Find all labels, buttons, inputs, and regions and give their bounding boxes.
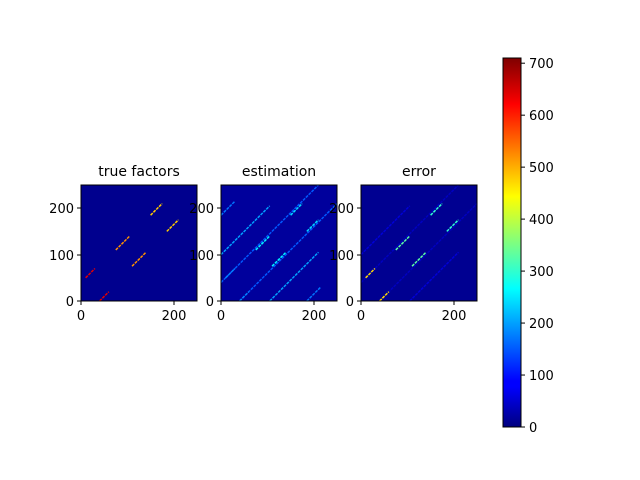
heatmap-stripe	[150, 203, 163, 216]
colorbar-tick-label: 400	[529, 213, 554, 228]
colorbar-tick-label: 500	[529, 161, 554, 176]
xtick-label: 0	[357, 309, 365, 324]
heatmap-background	[361, 185, 477, 301]
colorbar-tick-label: 100	[529, 369, 554, 384]
heatmap-stripe	[365, 267, 376, 279]
ytick-label: 200	[189, 202, 214, 217]
heatmap-stripe	[271, 251, 287, 267]
axes-frame	[360, 184, 478, 302]
xtick-label: 200	[442, 309, 467, 324]
xtick-label: 200	[162, 309, 187, 324]
heatmap-stripe	[446, 219, 459, 232]
colorbar-tick-label: 700	[529, 57, 554, 72]
colorbar-tick-label: 200	[529, 317, 554, 332]
heatmap-stripe	[115, 235, 131, 251]
heatmap-stripe	[290, 203, 303, 216]
heatmap-stripe	[430, 203, 443, 216]
panel-estimation: estimation 0 200 0 100 200	[189, 164, 338, 324]
heatmap-stripe	[239, 203, 338, 302]
heatmap-stripe	[379, 203, 478, 302]
colorbar-frame	[502, 57, 522, 428]
ytick-label: 200	[49, 202, 74, 217]
axes-frame	[220, 184, 338, 302]
heatmap-stripe	[225, 267, 236, 279]
colorbar-tick-label: 600	[529, 109, 554, 124]
heatmap-stripe	[85, 267, 96, 279]
ytick-label: 200	[329, 202, 354, 217]
colorbar-tick-label: 300	[529, 265, 554, 280]
axis-ticks: 0 200 0 100 200	[189, 202, 326, 324]
heatmap-stripe	[269, 251, 319, 302]
ytick-label: 0	[206, 295, 214, 310]
heatmap-stripe	[409, 251, 459, 302]
heatmap-stripe	[166, 219, 179, 232]
xtick-label: 0	[217, 309, 225, 324]
axes-frame	[80, 184, 198, 302]
panel-title: error	[402, 164, 436, 180]
heatmap-stripe	[411, 251, 427, 267]
xtick-label: 200	[302, 309, 327, 324]
axis-ticks: 0 200 0 100 200	[329, 202, 466, 324]
heatmap-background	[221, 185, 337, 301]
xtick-label: 0	[77, 309, 85, 324]
heatmap-stripe	[220, 205, 271, 256]
panel-true-factors: true factors 0 200 0 100 200	[49, 164, 198, 324]
ytick-label: 100	[329, 249, 354, 264]
colorbar-ticks: 0 100 200 300 400 500 600 700	[521, 57, 554, 436]
ytick-label: 100	[189, 249, 214, 264]
panel-error: error 0 200 0 100 200	[329, 164, 478, 324]
heatmap-stripes	[220, 184, 338, 302]
colorbar: 0 100 200 300 400 500 600 700	[502, 57, 554, 436]
heatmap-stripe	[360, 184, 459, 283]
heatmap-stripe	[99, 291, 110, 302]
colorbar-tick-label: 0	[529, 421, 537, 436]
heatmap-stripe	[306, 219, 319, 232]
heatmap-stripe	[220, 184, 319, 283]
colorbar-gradient	[503, 58, 521, 427]
heatmap-stripe	[379, 291, 390, 302]
panel-title: estimation	[242, 164, 316, 180]
ytick-label: 0	[346, 295, 354, 310]
ytick-label: 100	[49, 249, 74, 264]
heatmap-stripe	[239, 291, 250, 302]
heatmap-stripes	[85, 203, 179, 302]
heatmap-stripe	[255, 235, 271, 251]
heatmap-stripes	[360, 184, 478, 302]
heatmap-stripe	[306, 286, 322, 302]
heatmap-stripe	[220, 200, 236, 216]
heatmap-stripe	[360, 205, 411, 256]
heatmap-stripe	[131, 251, 147, 267]
heatmap-stripe	[395, 235, 411, 251]
axis-ticks: 0 200 0 100 200	[49, 202, 186, 324]
heatmap-background	[81, 185, 197, 301]
panel-title: true factors	[98, 164, 180, 180]
ytick-label: 0	[66, 295, 74, 310]
